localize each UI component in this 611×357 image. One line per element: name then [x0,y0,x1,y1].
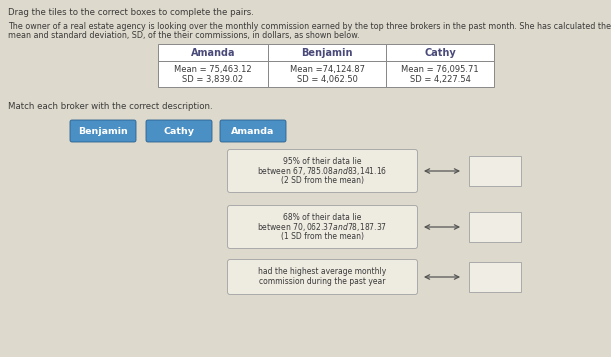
Text: Cathy: Cathy [164,126,194,136]
Text: SD = 4,062.50: SD = 4,062.50 [296,75,357,84]
FancyBboxPatch shape [70,120,136,142]
Text: mean and standard deviation, SD, of the their commissions, in dollars, as shown : mean and standard deviation, SD, of the … [8,31,359,40]
Text: Mean = 76,095.71: Mean = 76,095.71 [401,65,479,74]
FancyBboxPatch shape [227,150,417,192]
Text: Cathy: Cathy [424,47,456,57]
FancyBboxPatch shape [158,61,268,87]
Text: between $67,785.08 and $83,141.16: between $67,785.08 and $83,141.16 [257,165,387,177]
Text: (2 SD from the mean): (2 SD from the mean) [281,176,364,186]
Text: 68% of their data lie: 68% of their data lie [284,212,362,221]
Text: had the highest average monthly: had the highest average monthly [258,267,387,277]
FancyBboxPatch shape [268,61,386,87]
Text: commission during the past year: commission during the past year [259,277,386,287]
Text: Mean =74,124.87: Mean =74,124.87 [290,65,365,74]
Text: between $70,062.37 and $78,187.37: between $70,062.37 and $78,187.37 [257,221,387,233]
Text: Benjamin: Benjamin [301,47,353,57]
FancyBboxPatch shape [158,44,268,61]
FancyBboxPatch shape [386,61,494,87]
Text: Amanda: Amanda [232,126,275,136]
Text: Amanda: Amanda [191,47,235,57]
FancyBboxPatch shape [220,120,286,142]
FancyBboxPatch shape [469,212,521,242]
Text: 95% of their data lie: 95% of their data lie [284,156,362,166]
Text: The owner of a real estate agency is looking over the monthly commission earned : The owner of a real estate agency is loo… [8,22,611,31]
Text: SD = 4,227.54: SD = 4,227.54 [409,75,470,84]
FancyBboxPatch shape [227,260,417,295]
FancyBboxPatch shape [469,156,521,186]
FancyBboxPatch shape [469,262,521,292]
Text: (1 SD from the mean): (1 SD from the mean) [281,232,364,241]
FancyBboxPatch shape [146,120,212,142]
Text: Benjamin: Benjamin [78,126,128,136]
Text: Match each broker with the correct description.: Match each broker with the correct descr… [8,102,213,111]
Text: Drag the tiles to the correct boxes to complete the pairs.: Drag the tiles to the correct boxes to c… [8,8,254,17]
Text: SD = 3,839.02: SD = 3,839.02 [183,75,244,84]
Text: Mean = 75,463.12: Mean = 75,463.12 [174,65,252,74]
FancyBboxPatch shape [386,44,494,61]
FancyBboxPatch shape [227,206,417,248]
FancyBboxPatch shape [268,44,386,61]
